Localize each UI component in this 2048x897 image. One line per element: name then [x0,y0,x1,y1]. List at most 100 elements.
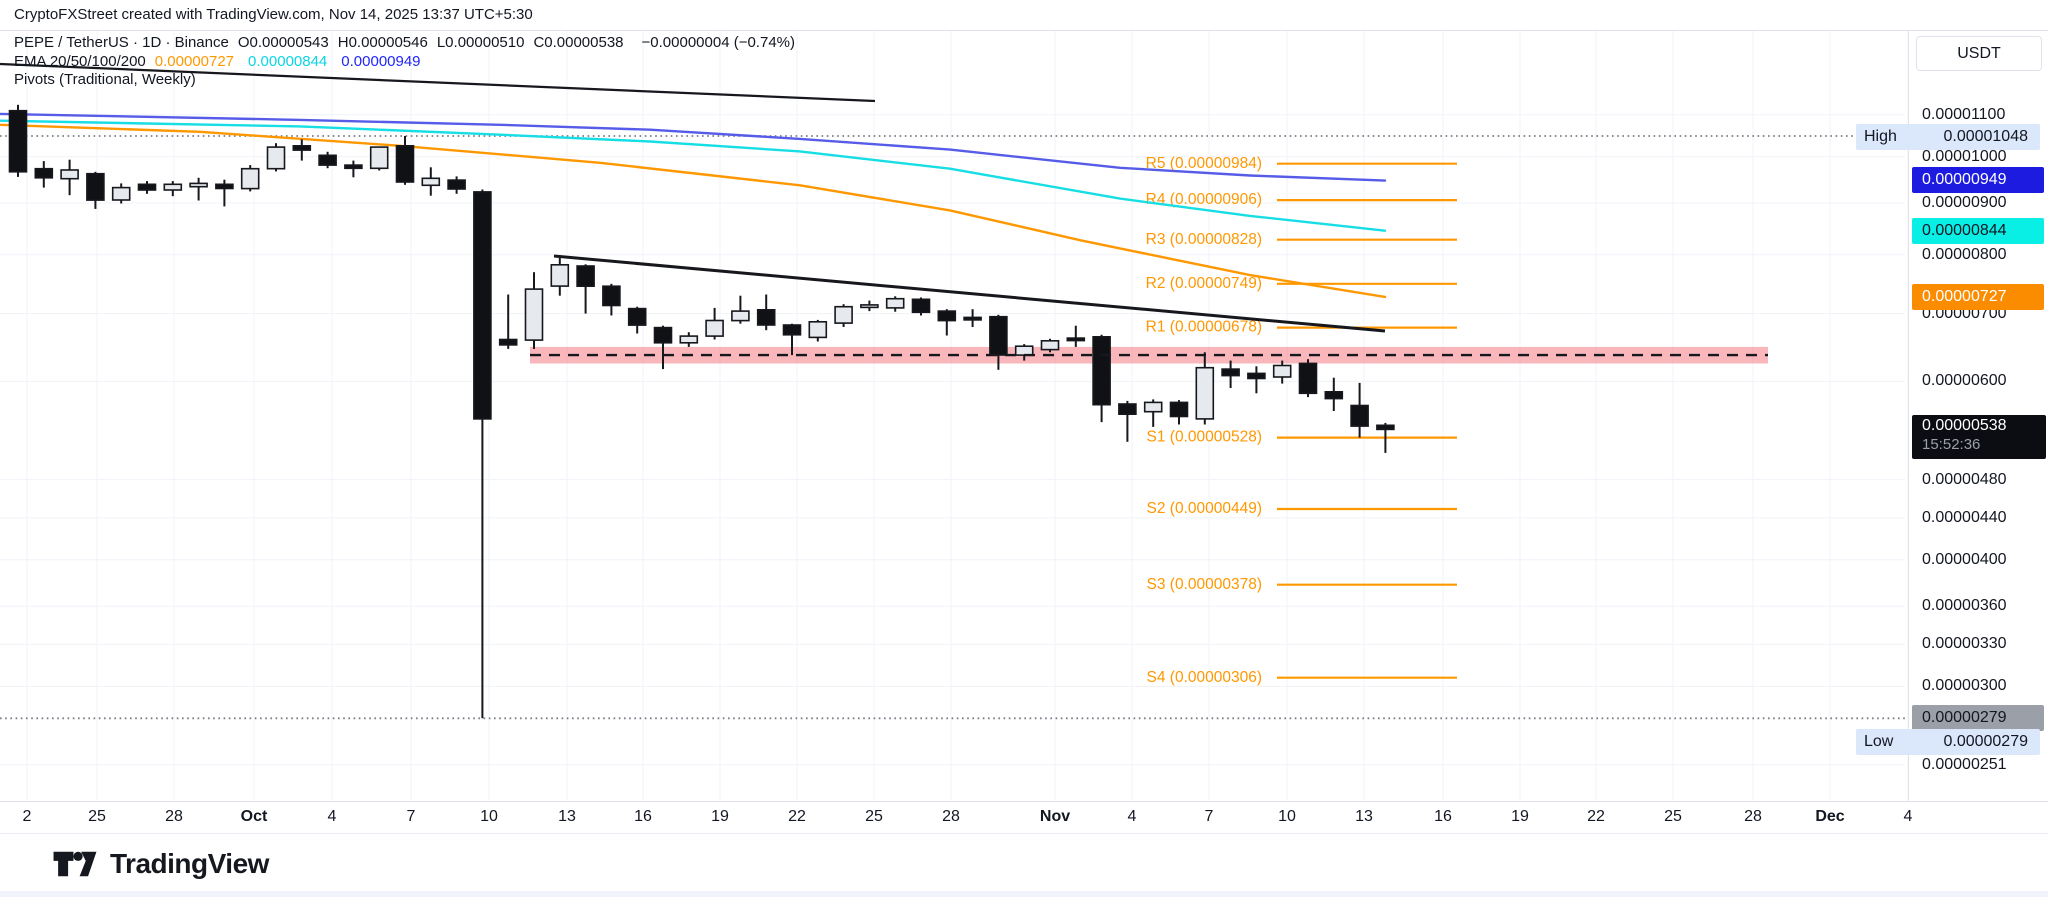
pivot-label: R2 (0.00000749) [1146,275,1262,292]
candle-body [731,310,750,322]
ema-legend[interactable]: EMA 20/50/100/200 0.00000727 0.00000844 0.… [14,53,435,70]
candle-body [395,145,415,183]
ohlc-o: O0.00000543 [237,34,329,51]
ohlc-values: O0.00000543 H0.00000546 L0.00000510 C0.0000… [238,34,633,51]
price-change: −0.00000004 (−0.74%) [641,34,795,51]
pivot-label: S1 (0.00000528) [1147,429,1262,446]
time-label: 28 [1744,808,1762,825]
price-tick: 0.00001100 [1922,105,2006,123]
price-axis[interactable]: 0.00001100 0.00001000 0.00000900 0.00000800… [1908,0,2048,897]
candle-body [60,169,79,180]
ema200-line[interactable] [0,112,1387,182]
candle-body [911,298,931,314]
candle-body [344,164,363,170]
tradingview-logo-text: TradingView [110,848,269,879]
time-label: Nov [1039,808,1071,825]
candle-body [756,308,776,326]
time-label: Oct [240,808,268,825]
time-label: 16 [1434,808,1452,825]
price-tick: 0.00000800 [1922,245,2007,263]
pivots-legend[interactable]: Pivots (Traditional, Weekly) [14,71,196,88]
price-tick: 0.00001000 [1922,147,2007,165]
time-label: 22 [788,808,806,825]
candle-body [1169,401,1189,418]
candle-body [1040,339,1060,351]
candle-body [1350,404,1369,427]
candle-body [189,182,208,188]
candle-body [111,186,131,201]
low-label-row: Low 0.00000279 [1856,729,2040,755]
time-label: 7 [1204,808,1214,825]
currency-toggle-button[interactable]: USDT [1916,36,2042,71]
candle-body [1195,366,1215,420]
support-zone[interactable] [530,346,1768,364]
tradingview-logo[interactable]: TradingView [52,843,269,885]
ema50-badge: 0.00000727 [1912,284,2044,310]
price-tick: 0.00000251 [1922,755,2007,773]
time-label: 25 [1664,808,1682,825]
candle-body [1118,403,1137,415]
time-label: 28 [165,808,183,825]
price-tick: 0.00000330 [1922,635,2007,653]
candle-body [1143,401,1163,413]
candle-body [1298,362,1318,395]
candle-body [292,145,312,151]
time-label: 10 [1278,808,1296,825]
ohlc-l: L0.00000510 [436,34,525,51]
pivot-label: R3 (0.00000828) [1146,231,1262,248]
high-label-row: High 0.00001048 [1856,124,2040,150]
time-label: 2 [22,808,32,825]
candle-body [137,183,157,191]
low-value: 0.00000279 [1943,733,2028,750]
bar-countdown: 15:52:36 [1922,436,1981,453]
ema200-badge: 0.00000949 [1912,167,2044,193]
chart-top-border [0,30,2048,31]
time-label: 25 [865,808,883,825]
price-axis-border [1908,30,1909,801]
footer-border [0,833,2048,834]
bottom-strip [0,891,2048,897]
time-axis[interactable]: 2 25 28 Oct 4 7 10 13 16 19 22 25 28 Nov 4 7 10 13 16 19 22 2… [0,802,2048,833]
low-wick-badge: 0.00000279 [1912,705,2044,731]
time-label: 4 [1903,808,1913,825]
pivot-label: S3 (0.00000378) [1147,576,1262,593]
time-label: 22 [1587,808,1605,825]
ema100-badge: 0.00000844 [1912,218,2044,244]
candle-body [653,326,673,344]
candle-body [937,310,957,322]
ohlc-h: H0.00000546 [337,34,428,51]
time-label: 19 [1511,808,1529,825]
last-price-badge: 0.00000538 15:52:36 [1912,415,2046,459]
ema100-line[interactable] [0,119,1387,232]
ema50-line[interactable] [0,123,1387,299]
candle-body [550,263,570,287]
candle-body [705,319,724,337]
pivots-legend-label: Pivots (Traditional, Weekly) [14,71,196,88]
candle-body [1014,345,1034,356]
price-tick: 0.00000440 [1922,508,2007,526]
candle-body [1221,368,1240,377]
candle-body [34,167,54,179]
low-word: Low [1864,733,1894,750]
price-tick: 0.00000600 [1922,372,2007,390]
candle-body [266,146,286,170]
pivot-label: S2 (0.00000449) [1147,500,1262,517]
symbol-legend[interactable]: PEPE / TetherUS · 1D · Binance O0.000005… [14,34,795,51]
candle-body [860,304,879,309]
candle-body [576,265,595,288]
trendline[interactable] [553,254,1386,333]
candle-body [989,315,1008,356]
time-label: 16 [634,808,652,825]
ema-values: 0.00000727 0.00000844 0.00000949 [155,53,435,70]
ohlc-c: C0.00000538 [533,34,624,51]
price-tick: 0.00000300 [1922,677,2007,695]
last-price: 0.00000538 [1922,417,2007,434]
pivot-label: R1 (0.00000678) [1146,319,1262,336]
ema-legend-label: EMA 20/50/100/200 [14,53,146,70]
candle-body [834,305,853,324]
pivot-label: S4 (0.00000306) [1147,669,1262,686]
candle-body [1272,364,1292,378]
high-word: High [1864,128,1897,145]
